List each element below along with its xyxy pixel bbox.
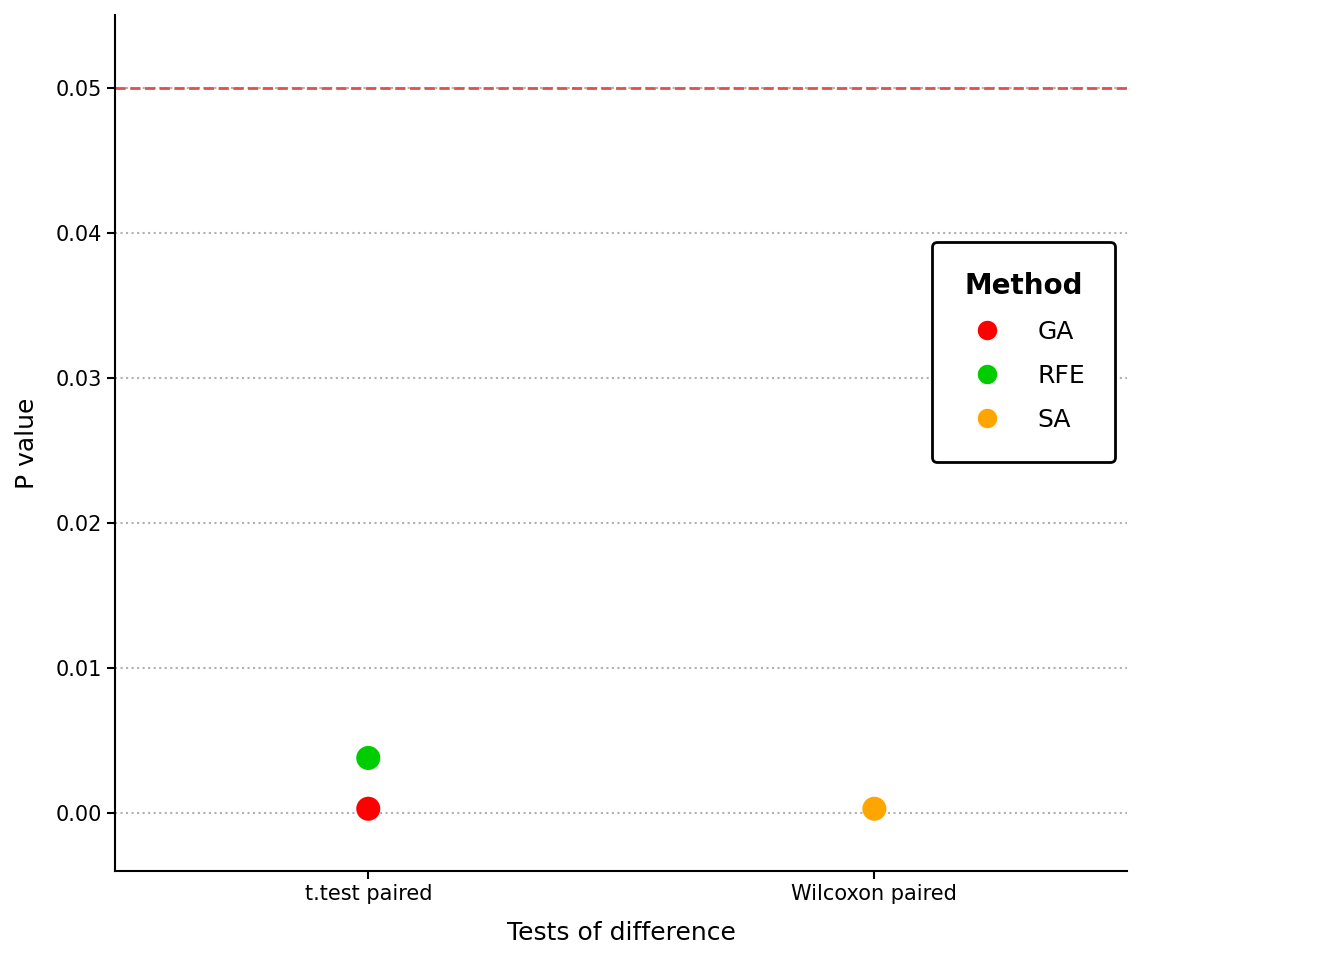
X-axis label: Tests of difference: Tests of difference [507,921,735,945]
Point [358,801,379,816]
Legend: GA, RFE, SA: GA, RFE, SA [933,242,1116,462]
Point [358,751,379,766]
Y-axis label: P value: P value [15,397,39,489]
Point [864,801,886,816]
